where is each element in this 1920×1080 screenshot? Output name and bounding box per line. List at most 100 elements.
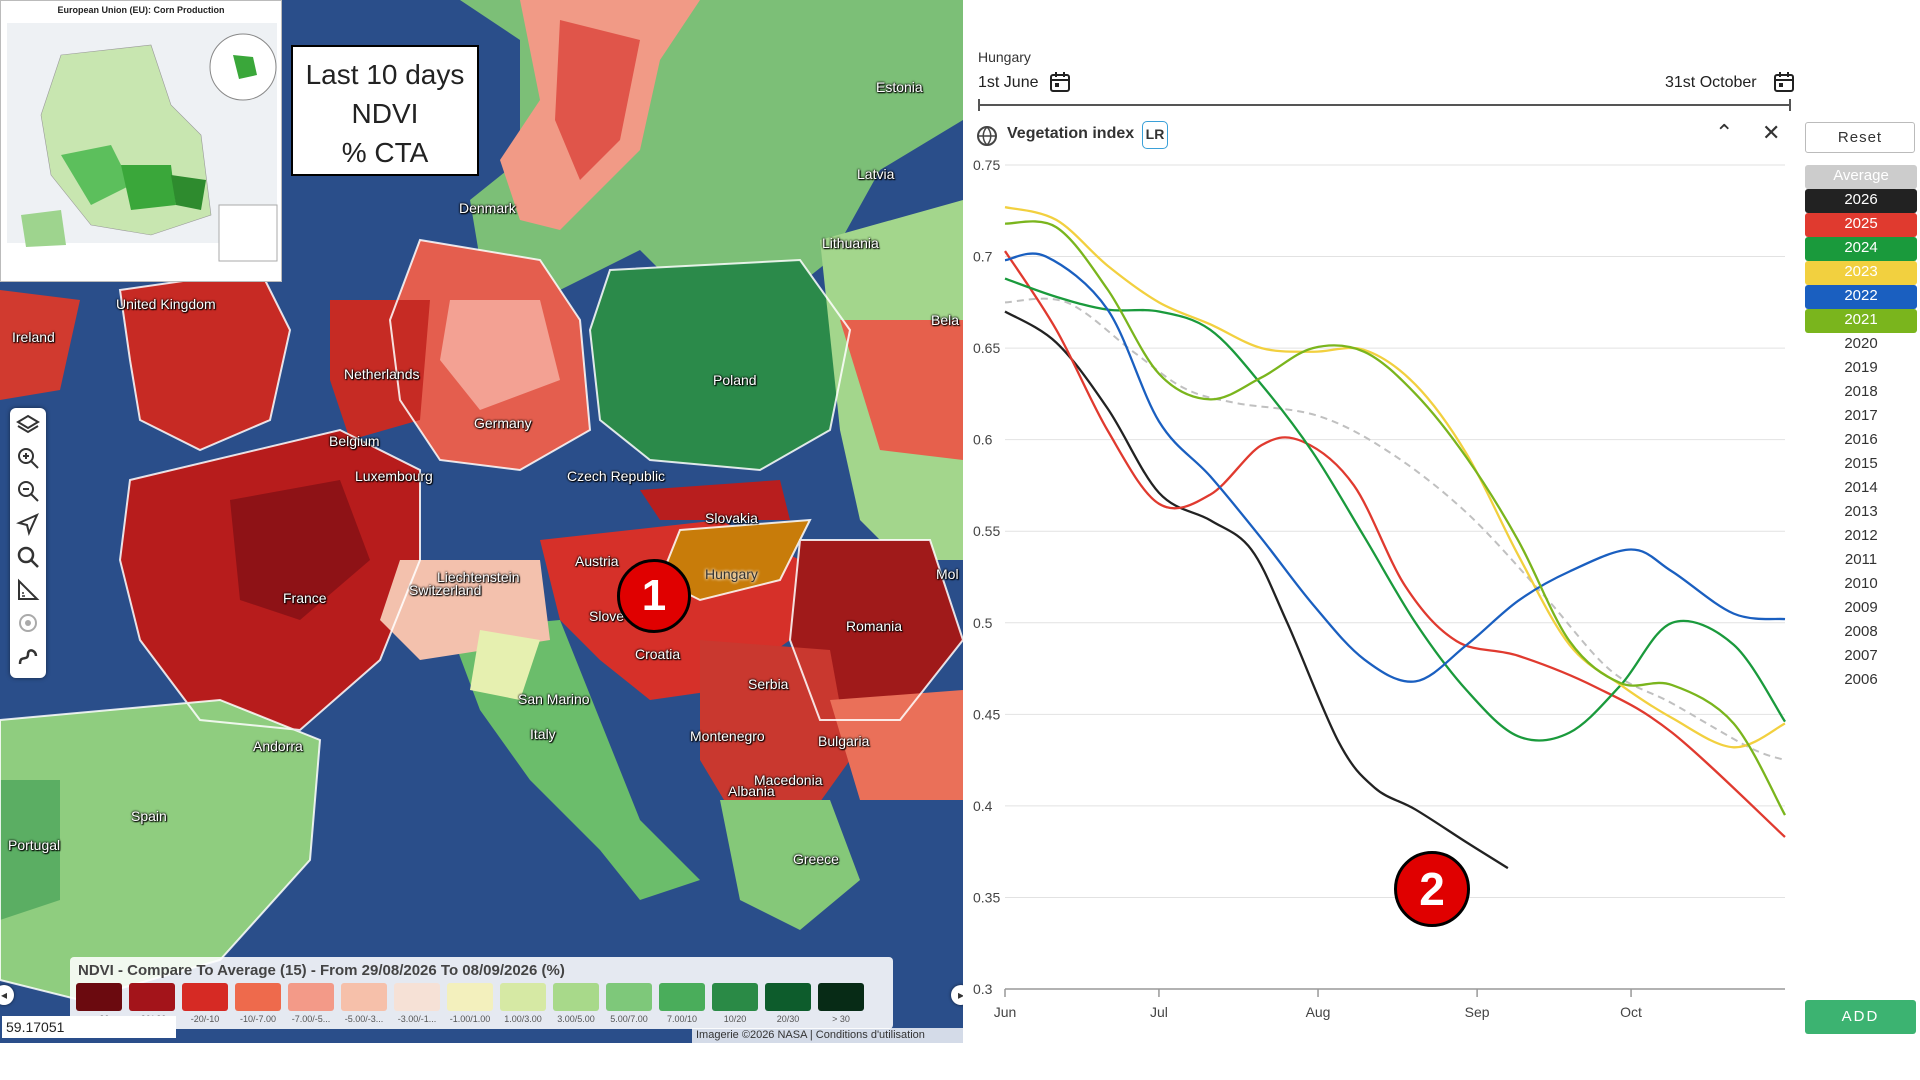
legend-swatch	[182, 983, 228, 1011]
year-toggle[interactable]: 2018	[1844, 383, 1878, 400]
lr-badge[interactable]: LR	[1142, 121, 1168, 149]
series-line-2025	[1004, 250, 1786, 838]
year-toggle[interactable]: 2022	[1805, 285, 1917, 309]
draw-button[interactable]	[10, 639, 46, 672]
info-box-line2: NDVI	[351, 98, 419, 129]
year-toggle[interactable]: 2009	[1844, 599, 1878, 616]
inset-map	[1, 15, 281, 277]
year-toggle[interactable]: 2023	[1805, 261, 1917, 285]
map-toolbar	[10, 408, 46, 678]
y-tick-label: 0.3	[973, 981, 993, 997]
legend-label: -10/-7.00	[239, 1014, 277, 1024]
country-label: Denmark	[459, 200, 516, 216]
year-toggle[interactable]: 2021	[1805, 309, 1917, 333]
legend-swatch	[500, 983, 546, 1011]
locate-icon	[16, 512, 39, 536]
country-label: France	[283, 590, 327, 606]
country-label: Ireland	[12, 329, 55, 345]
map-attribution[interactable]: Imagerie ©2026 NASA | Conditions d'utili…	[692, 1028, 963, 1043]
search-button[interactable]	[10, 540, 46, 573]
inset-title: European Union (EU): Corn Production	[57, 5, 225, 15]
legend-label: -1.00/1.00	[449, 1014, 491, 1024]
year-toggle[interactable]: 2016	[1844, 431, 1878, 448]
zoom-in-button[interactable]	[10, 441, 46, 474]
legend-label: -5.00/-3...	[344, 1014, 384, 1024]
country-label: Austria	[575, 553, 619, 569]
legend-labels: < -30-30/-20-20/-10-10/-7.00-7.00/-5...-…	[76, 1014, 864, 1024]
info-box-line3: % CTA	[341, 137, 429, 168]
country-label: Italy	[530, 726, 556, 742]
year-toggle[interactable]: 2026	[1805, 189, 1917, 213]
year-toggle[interactable]: 2024	[1805, 237, 1917, 261]
year-toggle[interactable]: 2006	[1844, 671, 1878, 688]
calendar-icon[interactable]	[1773, 71, 1795, 93]
measure-icon	[18, 578, 40, 600]
legend-swatches	[76, 983, 864, 1011]
locate-button[interactable]	[10, 507, 46, 540]
year-toggle[interactable]: 2008	[1844, 623, 1878, 640]
start-date[interactable]: 1st June	[978, 74, 1039, 91]
date-range-slider[interactable]	[978, 99, 1791, 111]
calendar-icon[interactable]	[1049, 71, 1071, 93]
country-label: Portugal	[8, 837, 61, 853]
year-toggle[interactable]: 2019	[1844, 359, 1878, 376]
legend-label: 1.00/3.00	[504, 1014, 542, 1024]
map-view[interactable]: Estonia Latvia Denmark Lithuania United King…	[0, 0, 963, 1043]
annotation-marker-1: 1	[617, 559, 691, 633]
country-label: Albania	[728, 783, 775, 799]
country-label: Serbia	[748, 676, 789, 692]
year-toggle[interactable]: 2015	[1844, 455, 1878, 472]
zoom-in-icon	[18, 447, 39, 469]
scroll-left-button[interactable]: ◂	[0, 985, 14, 1005]
year-toggle[interactable]: 2025	[1805, 213, 1917, 237]
draw-icon	[18, 648, 38, 664]
country-label: Bulgaria	[818, 733, 870, 749]
legend-swatch	[818, 983, 864, 1011]
country-label: Slove	[589, 608, 625, 624]
legend-swatch	[341, 983, 387, 1011]
x-tick-label: Jul	[1150, 1004, 1168, 1020]
legend-swatch	[394, 983, 440, 1011]
country-label: Belgium	[329, 433, 380, 449]
chart-title: Vegetation index	[1007, 125, 1135, 142]
close-icon[interactable]: ✕	[1762, 120, 1781, 145]
year-toggle[interactable]: 2010	[1844, 575, 1878, 592]
collapse-icon[interactable]: ⌃	[1715, 120, 1734, 145]
year-toggle[interactable]: 2020	[1844, 335, 1878, 352]
y-tick-label: 0.4	[973, 798, 993, 814]
year-toggle[interactable]: 2007	[1844, 647, 1878, 664]
annotation-marker-2: 2	[1394, 851, 1470, 927]
measure-button[interactable]	[10, 573, 46, 606]
reset-button[interactable]: Reset	[1805, 122, 1915, 153]
globe-icon	[977, 126, 997, 147]
country-label: Andorra	[253, 738, 303, 754]
year-toggle[interactable]: 2012	[1844, 527, 1878, 544]
legend-label: > 30	[832, 1014, 850, 1024]
legend-swatch	[712, 983, 758, 1011]
legend-swatch	[288, 983, 334, 1011]
legend-swatch	[606, 983, 652, 1011]
zoom-out-button[interactable]	[10, 474, 46, 507]
layers-icon	[16, 414, 40, 433]
year-toggle[interactable]: 2017	[1844, 407, 1878, 424]
year-toggle[interactable]: 2011	[1844, 551, 1878, 568]
coordinate-readout: 59.17051	[2, 1016, 176, 1038]
target-button[interactable]	[10, 606, 46, 639]
add-button[interactable]: ADD	[1805, 1000, 1916, 1034]
country-borders	[0, 238, 963, 1002]
y-tick-label: 0.35	[973, 889, 1000, 905]
year-toggle[interactable]: 2013	[1844, 503, 1878, 520]
year-toggle[interactable]: Average	[1805, 165, 1917, 189]
year-list: Average 2026 2025 2024 2023 2022 2021 2020 2019 2…	[1805, 165, 1917, 693]
country-label: Macedonia	[754, 772, 823, 788]
end-date[interactable]: 31st October	[1665, 74, 1757, 91]
year-toggle[interactable]: 2014	[1844, 479, 1878, 496]
map-legend: NDVI - Compare To Average (15) - From 29…	[70, 957, 893, 1029]
legend-swatch	[76, 983, 122, 1011]
scroll-right-button[interactable]: ▸	[951, 985, 963, 1005]
layers-button[interactable]	[10, 408, 46, 441]
legend-swatch	[659, 983, 705, 1011]
country-label: Czech Republic	[567, 468, 666, 484]
country-label: United Kingdom	[116, 296, 216, 312]
country-label: Croatia	[635, 646, 681, 662]
